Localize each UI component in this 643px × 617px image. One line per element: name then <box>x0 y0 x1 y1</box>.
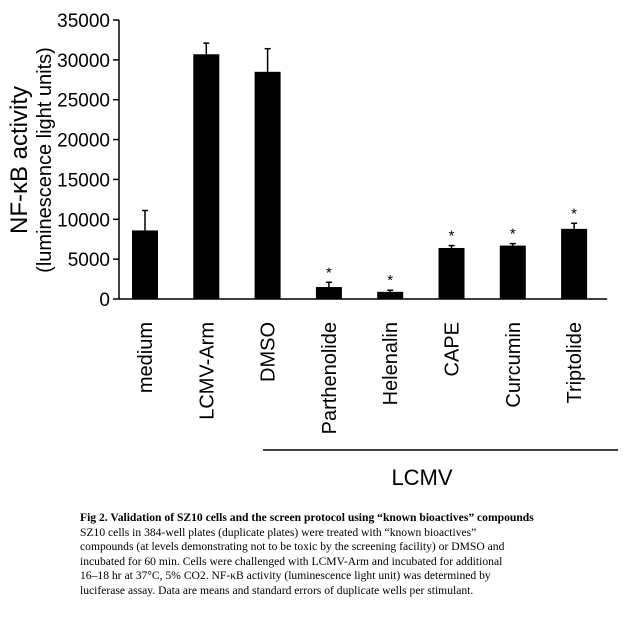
bar-triptolide <box>561 228 588 299</box>
y-tick-label: 30000 <box>57 51 110 72</box>
y-tick-label: 20000 <box>57 131 110 152</box>
y-axis-title: NF-κB activity <box>6 86 33 234</box>
y-tick-label: 10000 <box>57 210 110 231</box>
caption-line: SZ10 cells in 384-well plates (duplicate… <box>80 525 477 539</box>
bar-lcmv-arm <box>193 54 220 299</box>
x-tick-label: CAPE <box>442 322 464 376</box>
x-tick-label: LCMV-Arm <box>196 322 218 420</box>
y-tick-label: 25000 <box>57 91 110 112</box>
y-axis-subtitle: (luminescence light units) <box>34 47 56 273</box>
y-axis: 0 5000 10000 15000 20000 25000 30000 35000 <box>57 11 608 311</box>
y-tick-label: 35000 <box>57 11 110 32</box>
x-tick-label: Curcumin <box>503 322 525 408</box>
caption-line: incubated for 60 min. Cells were challen… <box>80 554 503 568</box>
y-tick-label: 15000 <box>57 170 110 191</box>
y-tick-label: 5000 <box>68 250 110 271</box>
bar-medium <box>132 230 158 299</box>
significance-star: * <box>510 226 516 243</box>
caption-line: 16–18 hr at 37°C, 5% CO2. NF-κB activity… <box>80 569 491 583</box>
bar-helenalin <box>377 291 404 299</box>
caption-line: compounds (at levels demonstrating not t… <box>80 540 505 554</box>
x-axis-labels: medium LCMV-Arm DMSO Parthenolide Helenalin C… <box>135 322 586 434</box>
caption-line: luciferase assay. Data are means and sta… <box>80 583 474 597</box>
significance-star: * <box>326 264 332 281</box>
figure-caption: Fig 2. Validation of SZ10 cells and the … <box>80 511 620 599</box>
bar-parthenolide <box>315 287 342 299</box>
caption-title: Fig 2. Validation of SZ10 cells and the … <box>80 511 534 524</box>
y-tick-label: 0 <box>99 290 110 311</box>
x-tick-label: DMSO <box>258 322 280 382</box>
bar-dmso <box>254 71 281 299</box>
x-tick-label: Helenalin <box>380 322 402 405</box>
significance-star: * <box>571 205 577 222</box>
significance-star: * <box>387 272 393 289</box>
group-label: LCMV <box>391 465 452 490</box>
x-tick-label: medium <box>135 322 157 393</box>
bar-cape <box>438 247 465 299</box>
x-tick-label: Parthenolide <box>319 322 341 434</box>
bar-curcumin <box>499 245 526 299</box>
x-tick-label: Triptolide <box>564 322 586 404</box>
bars: * * * * * <box>132 42 588 299</box>
significance-star: * <box>449 228 455 245</box>
